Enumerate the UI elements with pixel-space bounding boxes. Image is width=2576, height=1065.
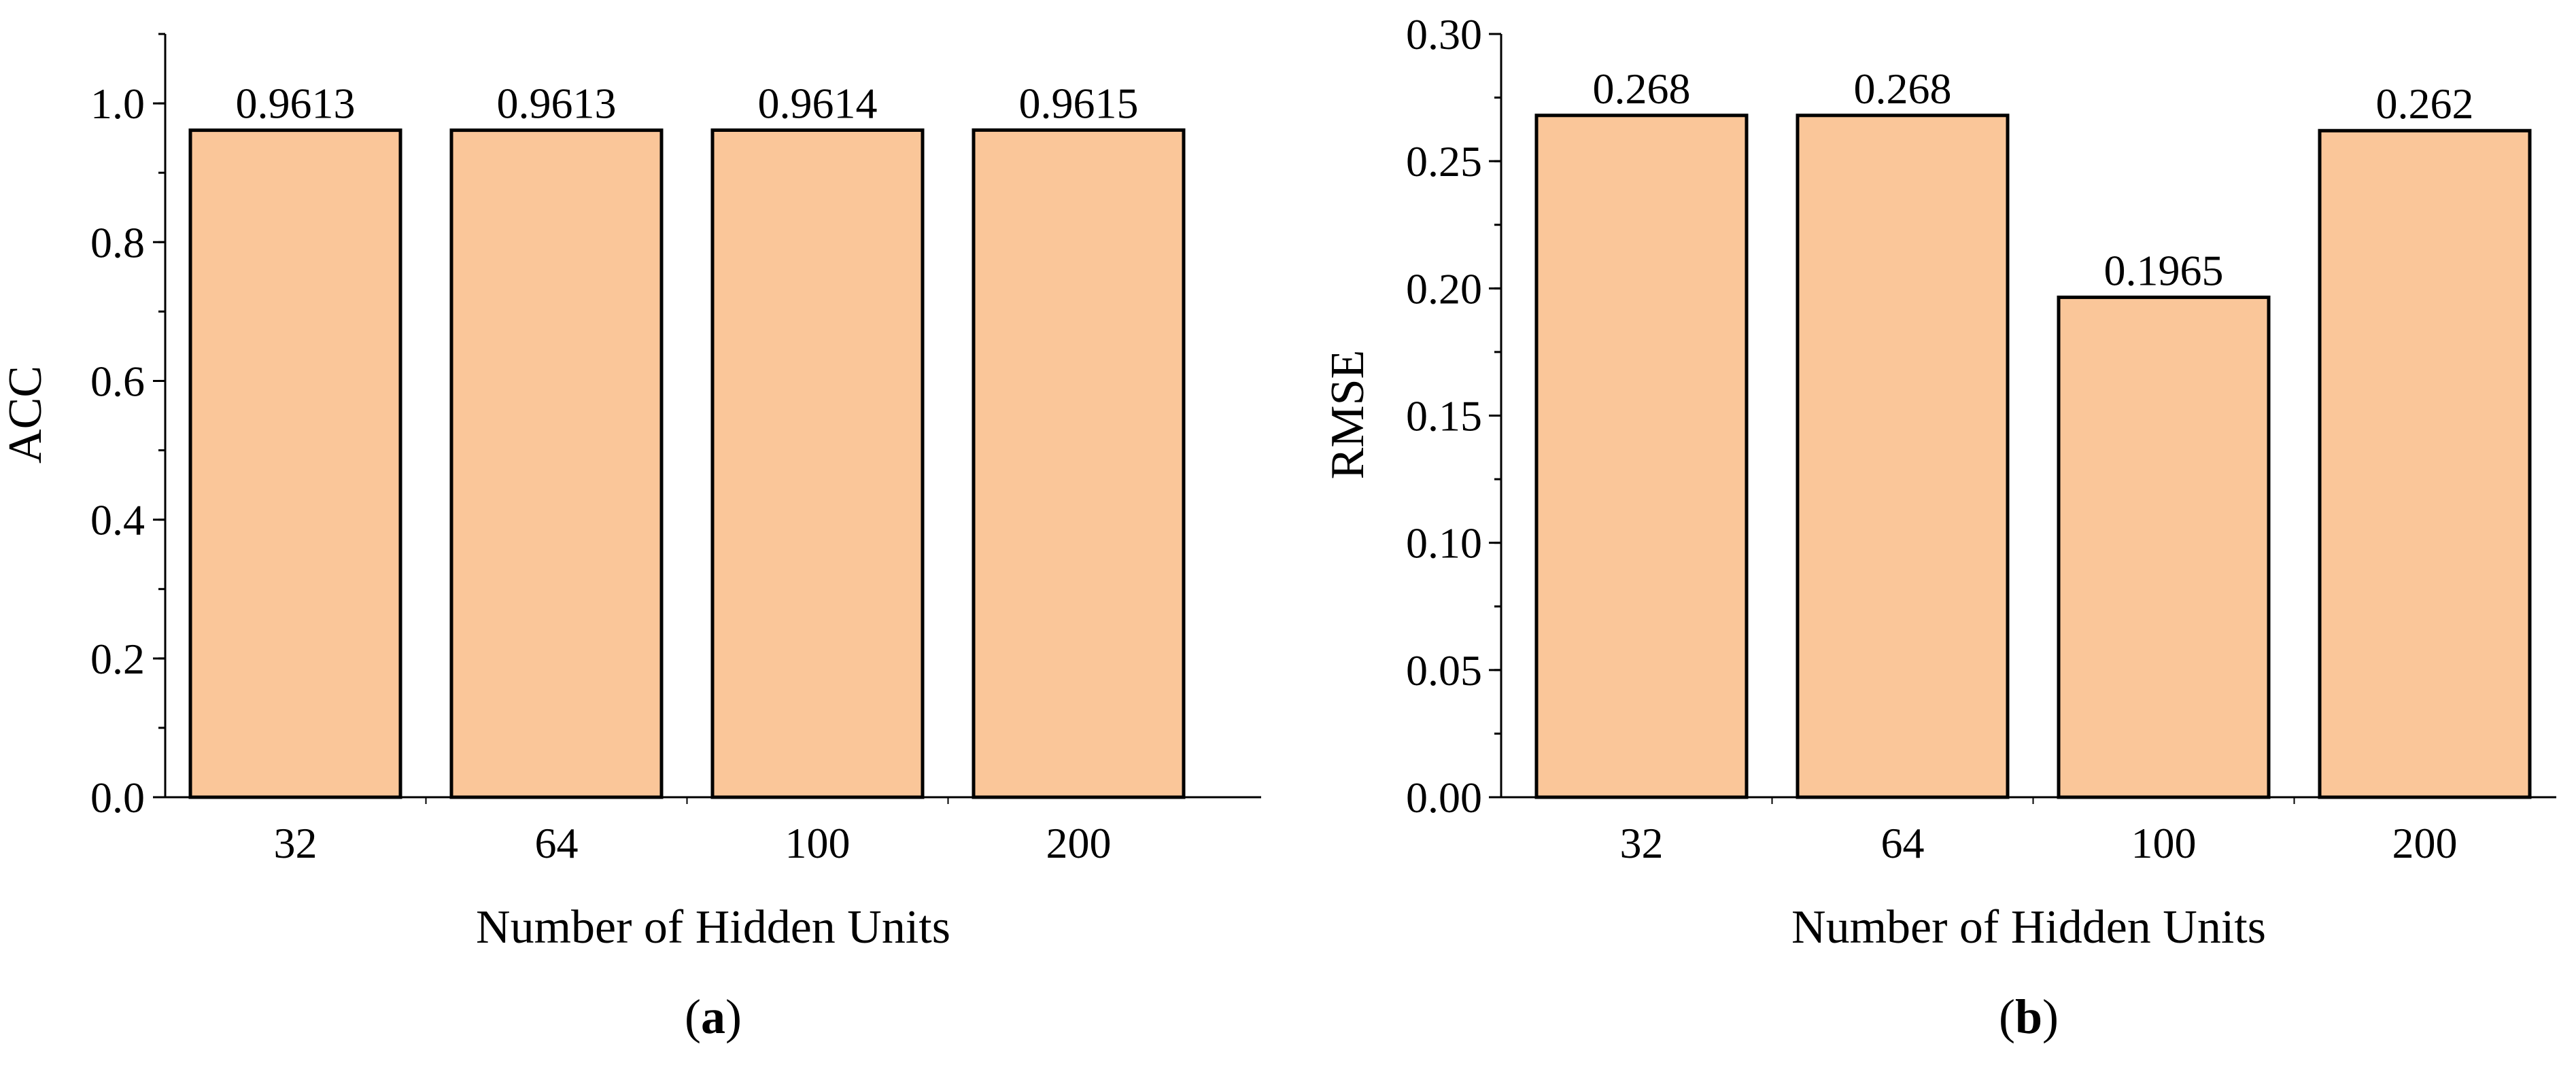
y-tick-label: 0.00 <box>1406 773 1482 822</box>
y-tick-label: 0.6 <box>90 357 145 405</box>
y-tick-label: 0.20 <box>1406 264 1482 313</box>
panel-label: (a) <box>685 990 742 1044</box>
y-axis-title: ACC <box>0 366 52 464</box>
chart-panel-b: 0.00 0.05 0.10 0.15 0.20 0.25 0.30 0.268 32 0.268… <box>1322 10 2556 1044</box>
x-axis-title: Number of Hidden Units <box>476 901 950 954</box>
y-tick-label: 0.05 <box>1406 646 1482 695</box>
x-tick-label: 32 <box>274 819 317 867</box>
y-tick-label: 0.30 <box>1406 10 1482 58</box>
bar <box>2057 295 2271 799</box>
x-tick-label: 64 <box>1881 819 1925 867</box>
panel-label-letter: a <box>701 990 725 1044</box>
y-tick-label: 0.4 <box>90 496 145 544</box>
panel-label-letter: b <box>2015 990 2042 1044</box>
chart-panel-a: 0.0 0.2 0.4 0.6 0.8 1.0 0.9613 32 0.9613 64 0.9614… <box>0 33 1261 1044</box>
data-label: 0.9613 <box>497 80 617 128</box>
data-label: 0.9614 <box>758 79 878 127</box>
y-tick-label: 0.25 <box>1406 137 1482 186</box>
x-tick-label: 200 <box>2392 819 2458 867</box>
bar <box>2318 128 2532 799</box>
bar <box>449 128 664 799</box>
panel-label-paren: ) <box>725 990 742 1044</box>
bar <box>972 128 1186 799</box>
panel-label-paren: ( <box>1999 990 2015 1044</box>
x-axis-title: Number of Hidden Units <box>1791 901 2266 954</box>
y-axis-title: RMSE <box>1322 350 1374 480</box>
x-tick-label: 32 <box>1620 819 1664 867</box>
data-label: 0.268 <box>1854 65 1952 113</box>
panel-label-paren: ) <box>2042 990 2059 1044</box>
x-tick-label: 100 <box>2131 819 2197 867</box>
bar <box>188 128 402 799</box>
bar <box>710 128 925 799</box>
data-label: 0.268 <box>1593 65 1691 113</box>
y-tick-label: 0.15 <box>1406 392 1482 440</box>
x-tick-label: 200 <box>1046 819 1112 867</box>
y-tick-label: 0.8 <box>90 218 145 266</box>
y-tick-label: 0.0 <box>90 773 145 822</box>
data-label: 0.262 <box>2376 80 2474 128</box>
x-tick-label: 64 <box>535 819 579 867</box>
data-label: 0.9615 <box>1019 79 1139 127</box>
panel-label: (b) <box>1999 990 2059 1044</box>
x-tick-label: 100 <box>785 819 851 867</box>
y-tick-label: 1.0 <box>90 80 145 128</box>
y-tick-label: 0.10 <box>1406 519 1482 568</box>
data-label: 0.9613 <box>236 80 356 128</box>
data-label: 0.1965 <box>2104 246 2224 294</box>
bar <box>1534 114 1749 799</box>
panel-label-paren: ( <box>685 990 701 1044</box>
bar <box>1796 114 2010 799</box>
y-tick-label: 0.2 <box>90 635 145 683</box>
